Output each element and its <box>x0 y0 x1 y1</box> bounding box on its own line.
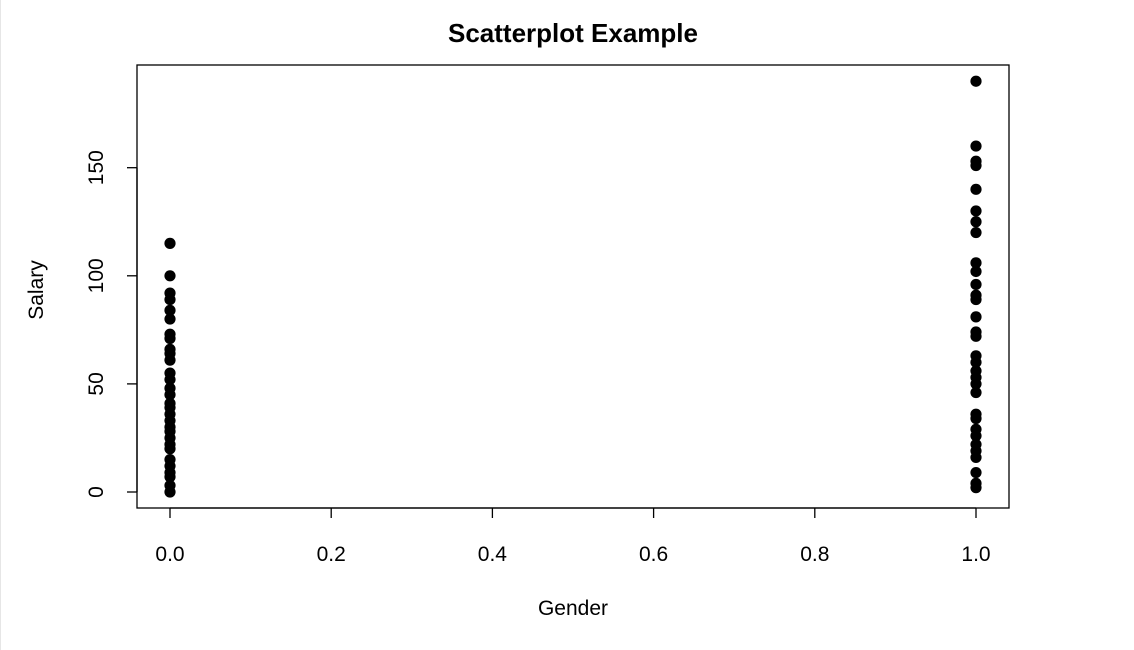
scatter-point <box>164 293 176 306</box>
x-tick-label: 0.8 <box>800 543 829 566</box>
scatter-point <box>164 471 176 483</box>
x-tick-label: 0.2 <box>317 543 346 566</box>
y-tick-label: 50 <box>85 372 108 395</box>
scatter-point <box>164 313 176 325</box>
scatter-point <box>164 332 176 345</box>
x-axis: 0.0 0.2 0.4 0.6 0.8 1.0 <box>155 507 991 566</box>
scatter-point <box>970 430 982 442</box>
x-tick-label: 0.6 <box>639 543 668 566</box>
scatter-point <box>970 412 982 425</box>
y-axis: 0 50 100 150 <box>85 150 138 498</box>
scatter-point <box>970 311 982 323</box>
scatter-point <box>164 304 176 316</box>
scatter-point <box>970 278 982 291</box>
scatter-point <box>970 386 982 399</box>
scatter-point <box>970 451 982 464</box>
scatter-point <box>164 486 176 498</box>
x-axis-label: Gender <box>537 597 609 620</box>
scatter-point <box>970 226 982 239</box>
y-tick-label: 0 <box>85 486 108 498</box>
data-points <box>164 75 982 498</box>
scatter-point <box>970 140 982 152</box>
scatter-point <box>970 159 982 172</box>
scatter-point <box>970 378 982 390</box>
scatter-point <box>970 265 982 278</box>
scatter-point <box>970 183 982 195</box>
scatter-point <box>164 354 176 366</box>
x-tick-label: 0.4 <box>478 543 508 566</box>
y-axis-label: Salary <box>25 260 48 320</box>
scatter-point <box>970 257 982 269</box>
scatter-point <box>164 389 176 401</box>
scatter-point <box>164 270 176 282</box>
plot-border <box>136 64 1010 509</box>
scatter-point <box>970 356 982 368</box>
y-tick-label: 100 <box>85 258 108 293</box>
scatter-point <box>970 75 982 87</box>
x-tick-label: 1.0 <box>961 543 990 566</box>
scatter-point <box>970 293 982 306</box>
scatter-point <box>970 482 982 494</box>
x-tick-label: 0.0 <box>155 543 184 566</box>
scatter-point <box>970 205 982 217</box>
y-tick-label: 150 <box>85 150 108 185</box>
scatter-point <box>164 443 176 455</box>
scatter-point <box>970 330 982 342</box>
scatter-point <box>970 466 982 479</box>
scatter-point <box>164 373 176 386</box>
scatter-point <box>970 216 982 228</box>
scatter-point <box>164 237 176 249</box>
chart-title: Scatterplot Example <box>448 18 698 48</box>
